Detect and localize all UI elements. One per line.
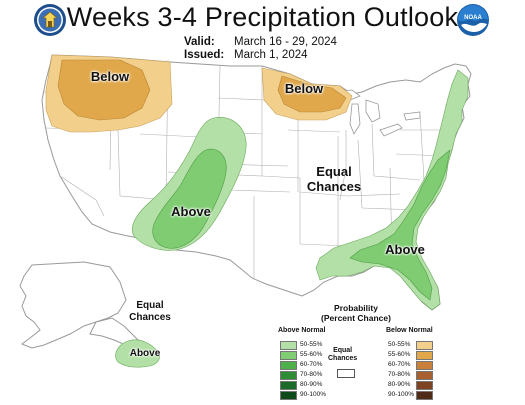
equal-chances-conus-line1: Equal <box>316 164 352 179</box>
legend-swatch-above-70-80 <box>280 371 297 380</box>
legend-equal-line1: Equal <box>333 347 353 354</box>
legend-above-range-4: 70-80% <box>300 371 323 378</box>
date-info: Valid: March 16 - 29, 2024 Issued: March 1… <box>184 36 337 62</box>
label-above-alaska: Above <box>129 348 161 359</box>
below-zone-northwest-inner <box>57 59 151 121</box>
valid-label: Valid: <box>184 36 215 48</box>
legend-swatch-above-55-60 <box>280 351 297 360</box>
label-above-southwest: Above <box>171 204 211 219</box>
legend-swatch-above-80-90 <box>280 381 297 390</box>
legend-below-range-6: 90-100% <box>388 391 415 398</box>
seal-icon <box>34 4 66 36</box>
noaa-logo-text: NOAA <box>464 15 482 21</box>
label-equal-chances-conus: Equal Chances <box>302 164 366 194</box>
legend-swatch-below-90-100 <box>416 391 433 400</box>
legend-above-header: Above Normal <box>278 327 326 334</box>
legend-title: Probability (Percent Chance) <box>276 303 436 323</box>
legend-swatch-below-70-80 <box>416 371 433 380</box>
above-zone-southwest-inner <box>152 148 227 249</box>
lake-erie <box>379 123 403 137</box>
label-equal-chances-alaska: Equal Chances <box>120 300 180 324</box>
valid-date: March 16 - 29, 2024 <box>234 36 337 48</box>
legend-swatch-above-60-70 <box>280 361 297 370</box>
legend-swatch-above-50-55 <box>280 341 297 350</box>
legend-below-header: Below Normal <box>386 327 433 334</box>
legend-swatch-below-50-55 <box>416 341 433 350</box>
legend-swatch-equal-chances <box>337 369 355 378</box>
legend-equal-chances: Equal Chances <box>328 347 357 363</box>
issued-label: Issued: <box>184 49 225 61</box>
legend-below-range-5: 80-90% <box>388 381 411 388</box>
label-above-southeast: Above <box>385 242 425 257</box>
legend-above-range-2: 55-60% <box>300 351 323 358</box>
legend-swatch-below-55-60 <box>416 351 433 360</box>
legend-swatch-below-60-70 <box>416 361 433 370</box>
label-below-northwest: Below <box>90 69 130 84</box>
equal-chances-conus-line2: Chances <box>306 179 362 194</box>
legend: Probability (Percent Chance) Above Norma… <box>276 303 436 403</box>
legend-title-line1: Probability <box>334 303 378 313</box>
noaa-logo-icon: NOAA <box>457 4 489 36</box>
legend-below-range-3: 60-70% <box>388 361 411 368</box>
equal-chances-alaska-line2: Chances <box>129 312 171 323</box>
below-zone-upper-midwest-inner <box>277 75 347 113</box>
legend-below-range-2: 55-60% <box>388 351 411 358</box>
map-title: Weeks 3-4 Precipitation Outlook <box>66 2 459 32</box>
lake-michigan <box>349 103 361 135</box>
legend-above-range-5: 80-90% <box>300 381 323 388</box>
legend-above-range-6: 90-100% <box>300 391 327 398</box>
alaska-landmass <box>19 261 127 349</box>
legend-equal-line2: Chances <box>328 355 358 362</box>
legend-swatch-below-80-90 <box>416 381 433 390</box>
legend-above-range-1: 50-55% <box>300 341 323 348</box>
legend-below-range-1: 50-55% <box>388 341 411 348</box>
legend-below-range-4: 70-80% <box>388 371 411 378</box>
legend-above-range-3: 60-70% <box>300 361 323 368</box>
equal-chances-alaska-line1: Equal <box>136 300 164 311</box>
legend-swatch-above-90-100 <box>280 391 297 400</box>
above-zone-east-outer <box>315 69 469 311</box>
issued-date: March 1, 2024 <box>234 49 308 61</box>
above-zone-east-inner <box>349 149 451 301</box>
label-below-upper-midwest: Below <box>284 81 324 96</box>
lake-ontario <box>403 111 421 121</box>
alaska-above-zone <box>115 339 160 368</box>
lake-huron <box>365 99 381 123</box>
legend-title-line2: (Percent Chance) <box>321 313 391 323</box>
